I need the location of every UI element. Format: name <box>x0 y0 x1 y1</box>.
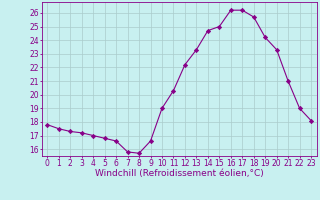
X-axis label: Windchill (Refroidissement éolien,°C): Windchill (Refroidissement éolien,°C) <box>95 169 264 178</box>
